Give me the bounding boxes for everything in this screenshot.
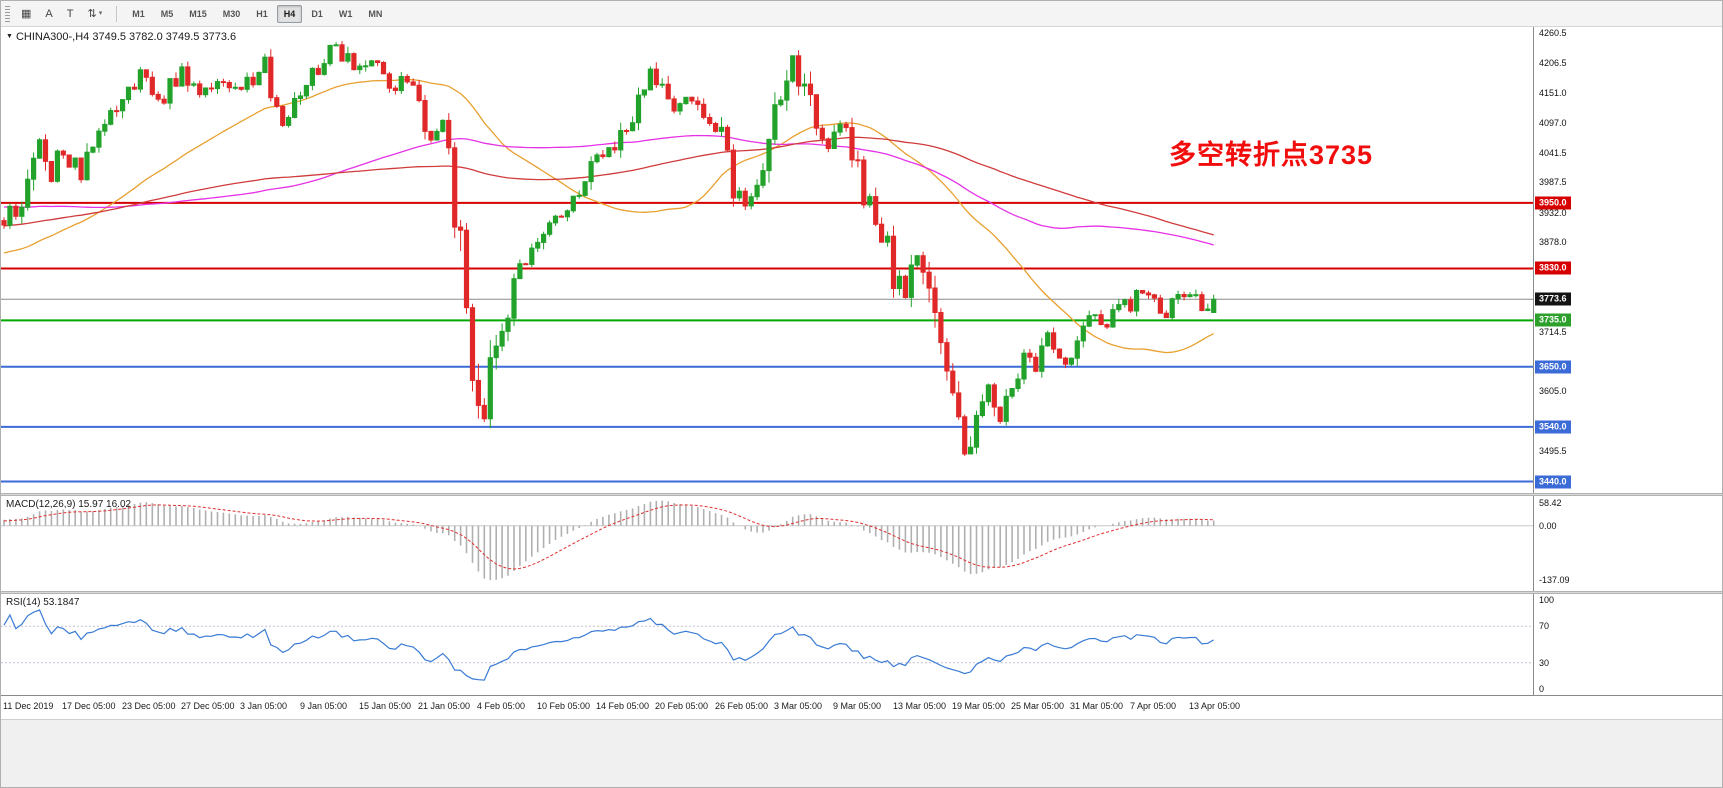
timeframe-toolbar: M1 M5 M15 M30 H1 H4 D1 W1 MN — [124, 4, 390, 23]
price-level-badge: 3830.0 — [1535, 261, 1571, 275]
macd-tick: -137.09 — [1539, 575, 1570, 585]
window-bottom-area — [1, 719, 1722, 787]
indicators-icon: ⇅ — [87, 7, 97, 20]
macd-tick: 0.00 — [1539, 521, 1557, 531]
price-tick: 4151.0 — [1539, 88, 1567, 98]
time-axis-label: 25 Mar 05:00 — [1011, 701, 1065, 711]
time-axis-label: 27 Dec 05:00 — [181, 701, 235, 711]
time-axis-label: 13 Apr 05:00 — [1189, 701, 1241, 711]
rsi-canvas[interactable] — [1, 594, 1533, 695]
time-axis-label: 3 Jan 05:00 — [240, 701, 288, 711]
rsi-tick: 0 — [1539, 684, 1545, 694]
timeframe-button-mn[interactable]: MN — [368, 8, 383, 19]
time-axis[interactable]: 11 Dec 2019 17 Dec 05:00 23 Dec 05:00 27 De… — [1, 695, 1722, 719]
price-tick: 4097.0 — [1539, 118, 1567, 128]
macd-label: MACD(12,26,9) 15.97 16.02 — [6, 499, 131, 510]
cursor-tool-button[interactable]: A — [45, 7, 53, 20]
macd-tick: 58.42 — [1539, 498, 1562, 508]
price-tick: 4041.5 — [1539, 148, 1567, 158]
macd-name: MACD(12,26,9) — [6, 499, 76, 510]
time-axis-label: 31 Mar 05:00 — [1070, 701, 1124, 711]
rsi-value: 53.1847 — [43, 597, 80, 608]
panel-splitter[interactable] — [1, 493, 1722, 496]
rsi-indicator-panel[interactable]: RSI(14) 53.1847 — [1, 594, 1533, 695]
price-tick: 3605.0 — [1539, 386, 1567, 396]
macd-canvas[interactable] — [1, 496, 1533, 591]
price-axis[interactable]: 4260.5 4206.5 4151.0 4097.0 4041.5 3987.5 3932… — [1533, 27, 1722, 493]
time-axis-label: 9 Jan 05:00 — [300, 701, 348, 711]
macd-indicator-panel[interactable]: MACD(12,26,9) 15.97 16.02 — [1, 496, 1533, 591]
timeframe-button-h4[interactable]: H4 — [276, 4, 303, 23]
timeframe-button-w1[interactable]: W1 — [338, 8, 353, 19]
time-axis-label: 21 Jan 05:00 — [418, 701, 471, 711]
price-tick: 3714.5 — [1539, 327, 1567, 337]
macd-axis[interactable]: 58.42 0.00 -137.09 — [1533, 496, 1722, 591]
text-tool-button[interactable]: T — [66, 7, 74, 20]
toolbar-separator — [116, 5, 118, 22]
chevron-down-icon: ▾ — [98, 9, 103, 17]
rsi-name: RSI(14) — [6, 597, 41, 608]
toolbar-drag-handle[interactable] — [5, 5, 10, 22]
chart-dropdown-arrow-icon[interactable]: ▼ — [6, 33, 13, 40]
macd-values: 15.97 16.02 — [78, 499, 132, 510]
rsi-label: RSI(14) 53.1847 — [6, 597, 79, 608]
timeframe-button-m15[interactable]: M15 — [189, 8, 207, 19]
timeframe-button-h1[interactable]: H1 — [256, 8, 268, 19]
time-axis-label: 15 Jan 05:00 — [359, 701, 412, 711]
price-level-badge: 3540.0 — [1535, 420, 1571, 434]
panel-splitter[interactable] — [1, 591, 1722, 594]
price-chart-svg — [1, 41, 1533, 483]
macd-svg — [1, 500, 1533, 580]
time-axis-label: 17 Dec 05:00 — [62, 701, 116, 711]
price-level-badge: 3773.6 — [1535, 292, 1571, 306]
time-axis-label: 23 Dec 05:00 — [122, 701, 176, 711]
time-axis-label: 10 Feb 05:00 — [537, 701, 591, 711]
main-chart-panel[interactable]: ▼ CHINA300-,H4 3749.5 3782.0 3749.5 3773.… — [1, 27, 1533, 493]
time-axis-label: 26 Feb 05:00 — [715, 701, 769, 711]
time-axis-label: 3 Mar 05:00 — [774, 701, 823, 711]
chart-annotation-text[interactable]: 多空转折点3735 — [1169, 140, 1374, 170]
timeframe-button-m30[interactable]: M30 — [222, 8, 241, 19]
chart-title: ▼ CHINA300-,H4 3749.5 3782.0 3749.5 3773.… — [6, 31, 236, 43]
price-tick: 4260.5 — [1539, 28, 1567, 38]
rsi-tick: 70 — [1539, 621, 1550, 631]
charts-grid-icon[interactable]: ▦ — [21, 7, 32, 20]
price-level-badge: 3950.0 — [1535, 196, 1571, 210]
time-axis-label: 9 Mar 05:00 — [833, 701, 882, 711]
timeframe-button-m5[interactable]: M5 — [160, 8, 174, 19]
candlestick-chart-canvas[interactable] — [1, 27, 1533, 493]
time-axis-label: 20 Feb 05:00 — [655, 701, 709, 711]
rsi-axis[interactable]: 100 70 30 0 — [1533, 594, 1722, 695]
rsi-tick: 100 — [1539, 595, 1555, 605]
chart-ohlc-values: 3749.5 3782.0 3749.5 3773.6 — [92, 31, 237, 43]
top-toolbar: ▦ A T ⇅ ▾ M1 M5 M15 M30 H1 H4 D1 W1 MN — [1, 1, 1722, 27]
price-level-badge: 3650.0 — [1535, 360, 1571, 374]
price-level-badge: 3440.0 — [1535, 475, 1571, 489]
indicators-tool-button[interactable]: ⇅ ▾ — [81, 4, 108, 24]
price-tick: 4206.5 — [1539, 58, 1567, 68]
time-axis-label: 19 Mar 05:00 — [952, 701, 1006, 711]
timeframe-button-d1[interactable]: D1 — [311, 8, 323, 19]
price-tick: 3495.5 — [1539, 446, 1567, 456]
time-axis-label: 13 Mar 05:00 — [893, 701, 947, 711]
price-tick: 3987.5 — [1539, 177, 1567, 187]
time-axis-label: 4 Feb 05:00 — [477, 701, 526, 711]
price-tick: 3878.0 — [1539, 237, 1567, 247]
rsi-svg — [1, 609, 1533, 681]
price-level-badge: 3735.0 — [1535, 313, 1571, 327]
time-axis-label: 14 Feb 05:00 — [596, 701, 650, 711]
time-axis-label: 7 Apr 05:00 — [1130, 701, 1177, 711]
timeframe-button-m1[interactable]: M1 — [132, 8, 145, 19]
chart-symbol-timeframe: CHINA300-,H4 — [15, 31, 90, 43]
time-axis-label: 11 Dec 2019 — [3, 701, 54, 711]
price-tick: 3932.0 — [1539, 208, 1567, 218]
rsi-tick: 30 — [1539, 658, 1550, 668]
